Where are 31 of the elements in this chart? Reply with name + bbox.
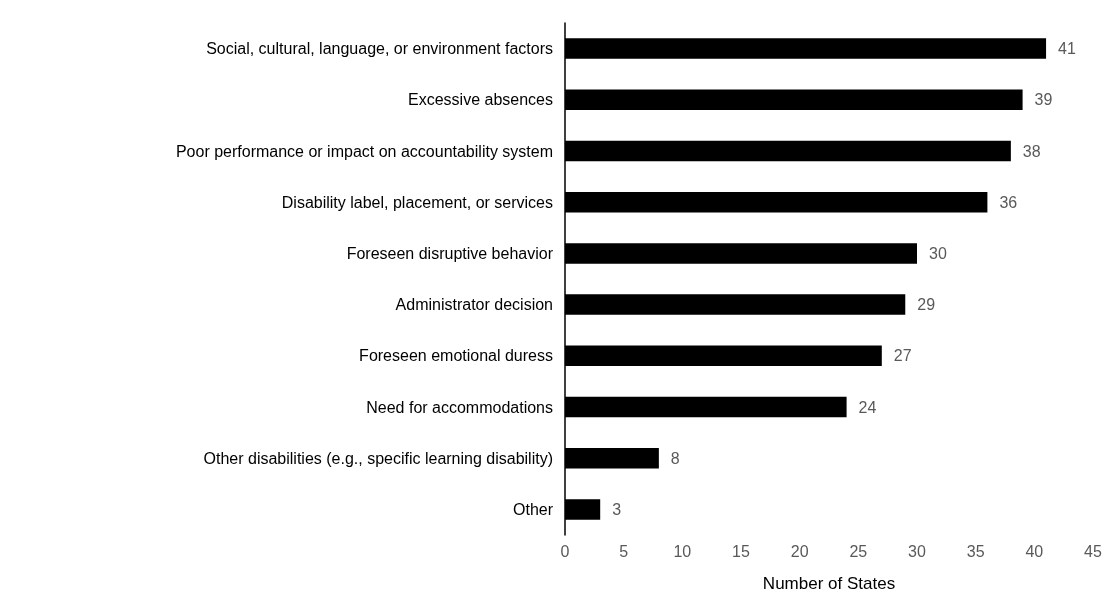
data-label: 27	[893, 347, 912, 365]
x-tick-label: 30	[908, 542, 926, 560]
data-label: 24	[858, 398, 877, 416]
y-tick-label: Excessive absences	[408, 91, 553, 109]
x-tick-label: 25	[849, 542, 868, 560]
x-tick-label: 35	[966, 542, 985, 560]
y-tick-label: Poor performance or impact on accountability system	[175, 142, 553, 160]
data-label: 3	[612, 500, 622, 518]
y-tick-label: Other	[512, 500, 554, 518]
y-tick-label: Disability label, placement, or services	[281, 193, 553, 211]
y-tick-label: Other disabilities (e.g., specific learning disability)	[203, 449, 553, 467]
data-label: 38	[1022, 142, 1041, 160]
y-tick-label: Need for accommodations	[366, 398, 553, 416]
y-tick-label: Administrator decision	[395, 296, 553, 314]
x-axis-title: Number of States	[762, 574, 896, 593]
data-label: 39	[1034, 91, 1053, 109]
y-tick-label: Foreseen emotional duress	[359, 347, 553, 365]
x-tick-label: 40	[1025, 542, 1044, 560]
data-label: 36	[999, 193, 1018, 211]
x-tick-label: 15	[732, 542, 750, 560]
x-tick-label: 0	[560, 542, 570, 560]
x-tick-label: 10	[673, 542, 692, 560]
y-tick-label: Foreseen disruptive behavior	[346, 244, 554, 262]
data-label: 41	[1058, 40, 1076, 58]
x-tick-label: 5	[619, 542, 629, 560]
data-label: 30	[929, 244, 947, 262]
x-tick-label: 45	[1084, 542, 1102, 560]
data-label: 8	[670, 449, 680, 467]
x-tick-label: 20	[790, 542, 809, 560]
y-tick-label: Social, cultural, language, or environment factors	[206, 40, 553, 58]
data-label: 29	[917, 296, 936, 314]
